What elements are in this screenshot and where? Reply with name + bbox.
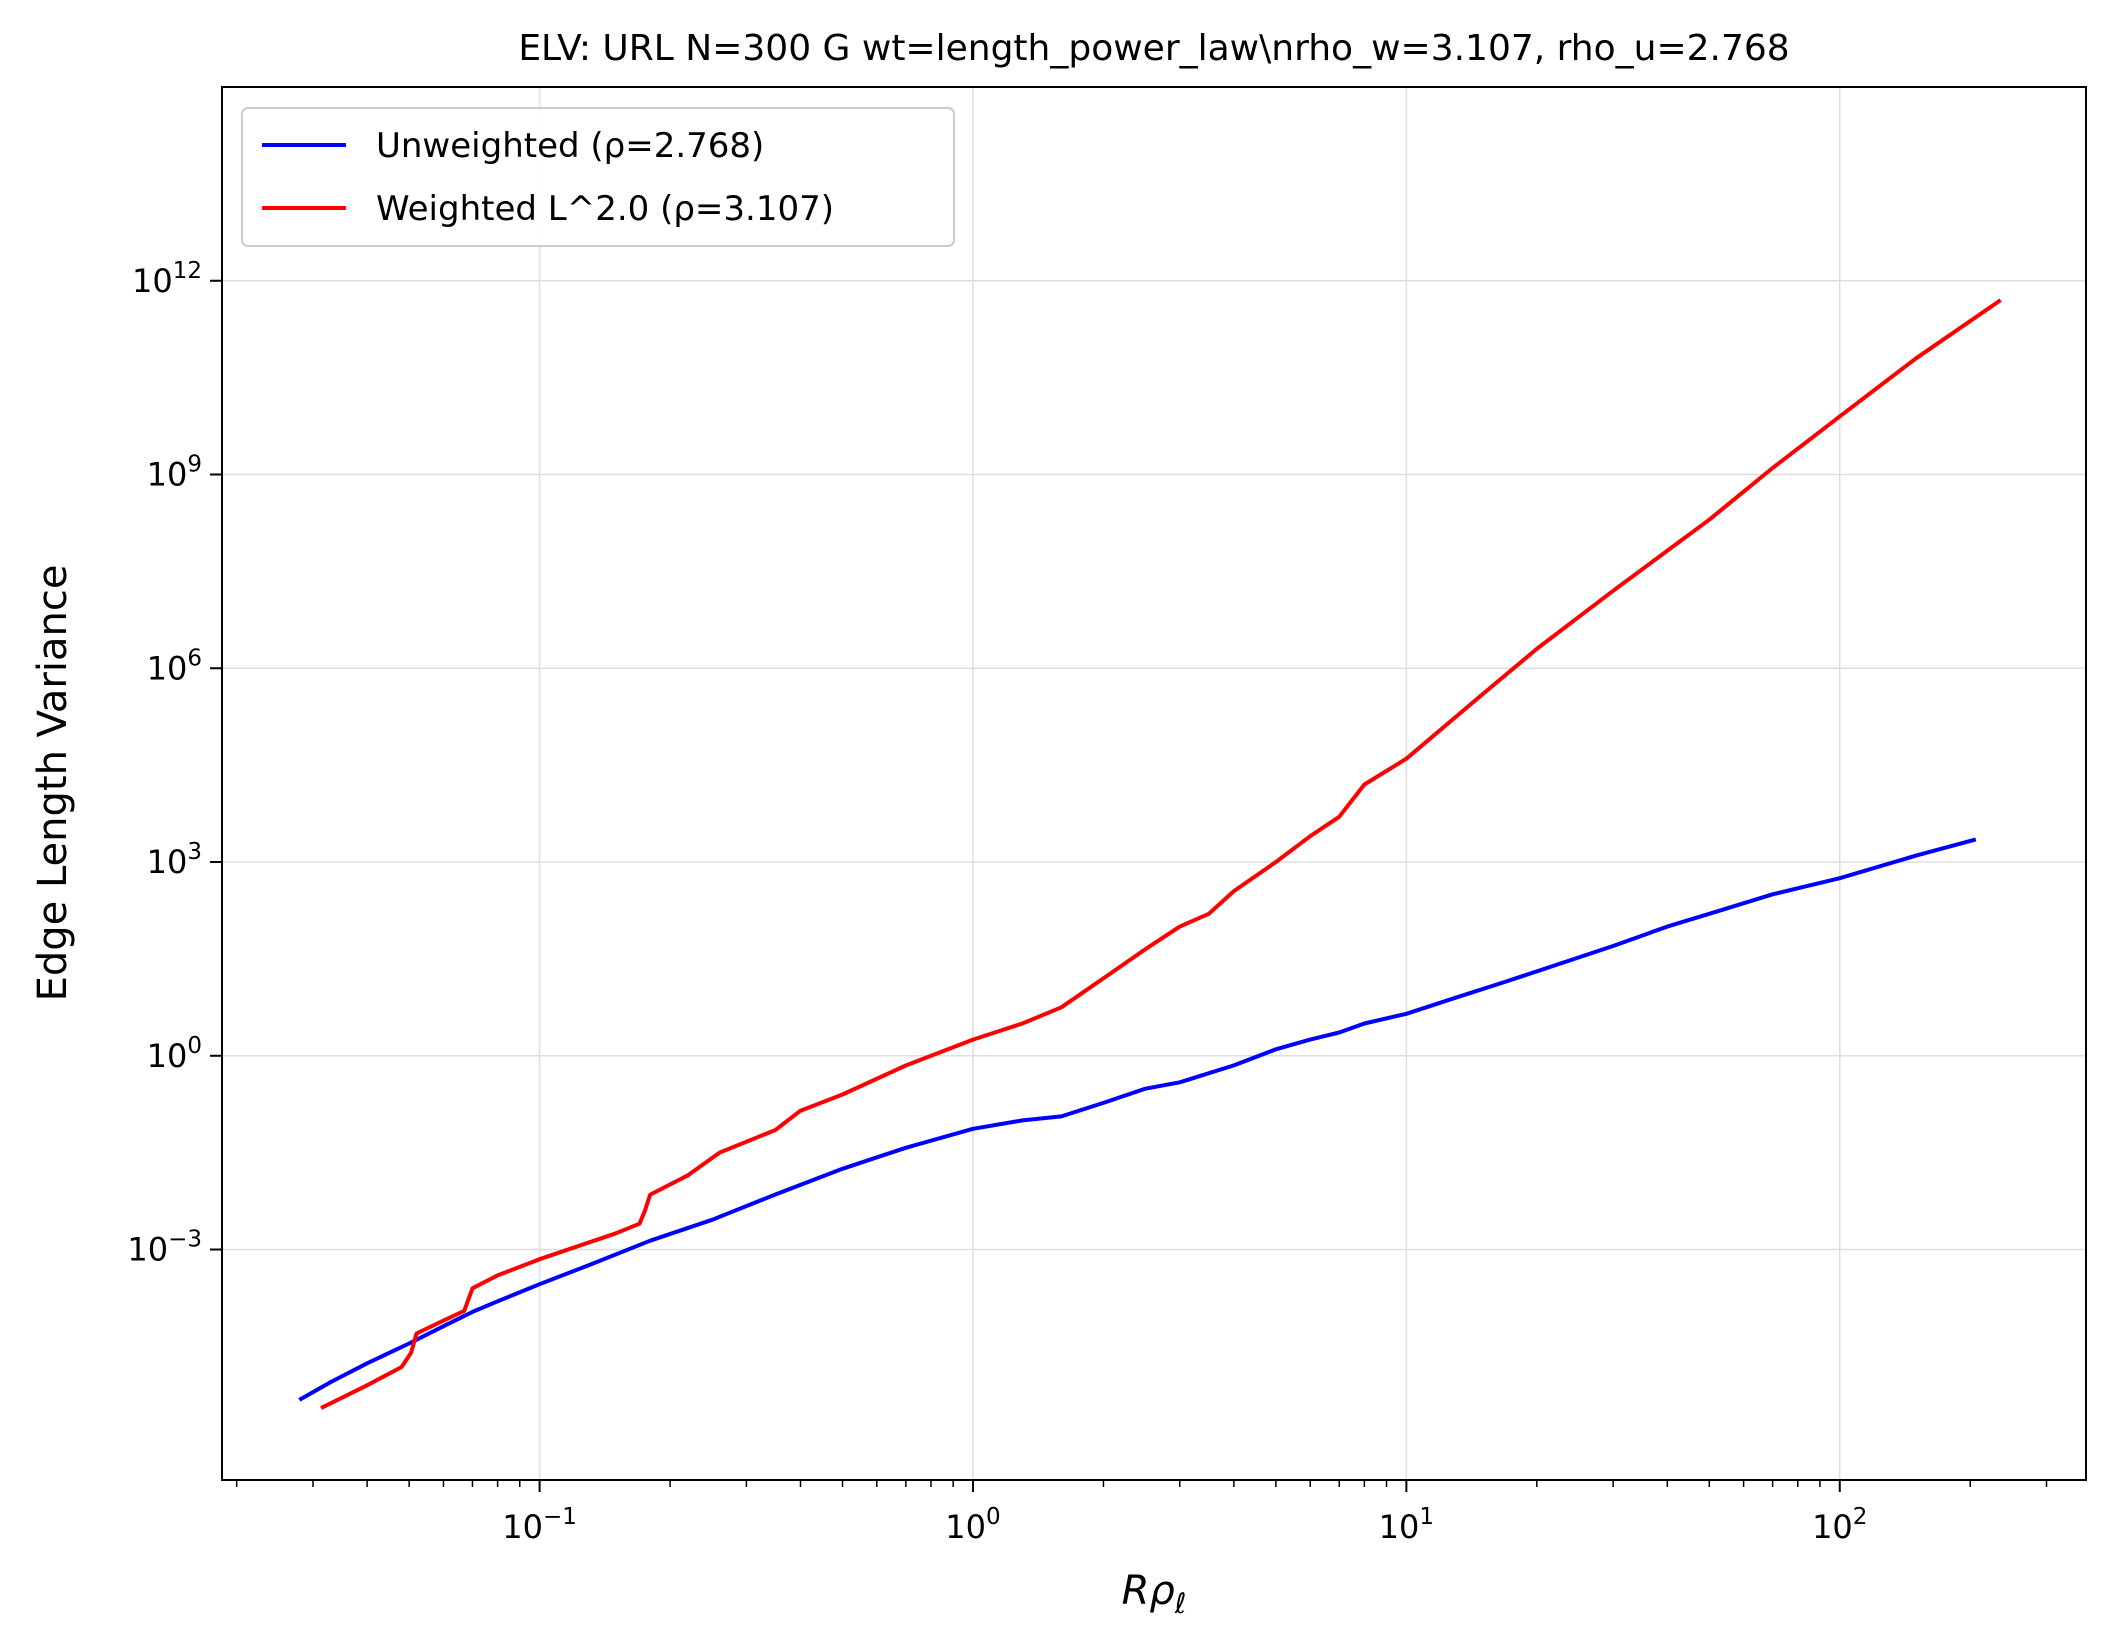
x-axis-label-main: R	[1122, 1568, 1150, 1614]
x-tick-label: 100	[945, 1504, 1000, 1546]
legend-label-weighted: Weighted L^2.0 (ρ=3.107)	[376, 189, 834, 229]
x-axis-label: Rρℓ	[1122, 1568, 1187, 1620]
plot-frame	[221, 86, 2087, 1481]
x-tick-label: 101	[1379, 1504, 1434, 1546]
y-tick-label: 103	[147, 839, 202, 881]
y-tick-label: 100	[147, 1033, 202, 1075]
y-tick-label: 106	[147, 645, 202, 687]
x-tick-label: 10−1	[502, 1504, 577, 1546]
minor-ticks	[235, 1480, 2048, 1487]
series-weighted-line	[320, 298, 2002, 1410]
y-tick-label: 10−3	[127, 1227, 202, 1269]
y-tick-label: 1012	[132, 258, 202, 300]
legend-frame	[241, 107, 955, 247]
x-axis-label-symbol: ρ	[1149, 1568, 1174, 1614]
tick-layer: 10−1 100 101 102 10−3 100 103 106 109 1012	[127, 258, 1867, 1546]
y-tick-label: 109	[147, 452, 202, 494]
legend: Unweighted (ρ=2.768) Weighted L^2.0 (ρ=3…	[241, 107, 955, 247]
y-axis-label: Edge Length Variance	[30, 565, 76, 1002]
series-layer	[298, 298, 2002, 1410]
x-tick-label: 102	[1812, 1504, 1867, 1546]
series-unweighted-line	[298, 837, 1977, 1402]
grid	[222, 87, 2086, 1480]
legend-label-unweighted: Unweighted (ρ=2.768)	[376, 126, 764, 166]
chart-title: ELV: URL N=300 G wt=length_power_law\nrh…	[518, 28, 1789, 69]
x-axis-label-subscript: ℓ	[1174, 1587, 1187, 1620]
